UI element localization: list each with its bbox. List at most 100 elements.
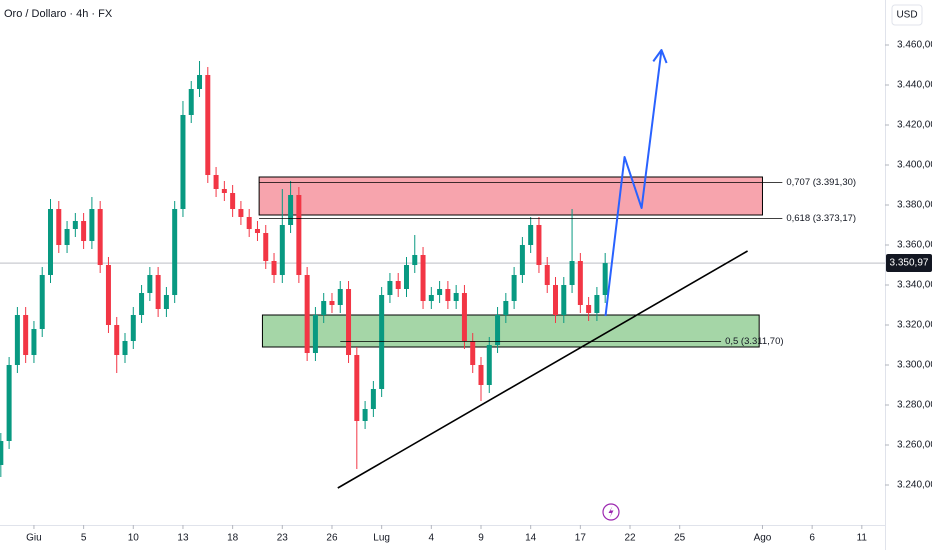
candle-body xyxy=(48,209,54,275)
candle-body xyxy=(205,75,211,175)
alert-icon[interactable] xyxy=(602,503,620,521)
candle-body xyxy=(536,225,542,265)
candle-body xyxy=(312,315,318,353)
candle-body xyxy=(122,341,128,355)
currency-box[interactable] xyxy=(891,4,923,26)
chart-title: Oro / Dollaro · 4h · FX xyxy=(4,8,113,20)
y-tick-label: 3.440,00 xyxy=(897,80,932,91)
y-tick-label: 3.320,00 xyxy=(897,320,932,331)
candle-body xyxy=(346,289,352,355)
candle-body xyxy=(354,355,360,421)
candle-body xyxy=(561,285,567,315)
candle-body xyxy=(147,275,153,293)
x-tick-label: Giu xyxy=(26,533,42,544)
candle-body xyxy=(6,365,12,441)
candle-body xyxy=(387,281,393,295)
alert-circle[interactable] xyxy=(602,503,620,521)
y-tick-label: 3.240,00 xyxy=(897,480,932,491)
x-tick-label: 14 xyxy=(525,533,537,544)
x-tick-label: Ago xyxy=(754,533,772,544)
x-tick-label: 18 xyxy=(227,533,239,544)
currency[interactable]: USD xyxy=(896,10,917,21)
level-label: 0,707 (3.391,30) xyxy=(786,177,856,188)
y-tick-label: 3.460,00 xyxy=(897,40,932,51)
candle-body xyxy=(461,293,467,341)
candle-body xyxy=(23,315,29,355)
last-price-box xyxy=(886,254,932,273)
x-tick-label: 23 xyxy=(277,533,289,544)
candle-body xyxy=(511,275,517,301)
candle-body xyxy=(362,409,368,421)
candle-body xyxy=(503,301,509,315)
candle-body xyxy=(238,209,244,217)
candle-body xyxy=(139,293,145,315)
alert-bolt[interactable] xyxy=(608,506,614,518)
candle-body xyxy=(246,217,252,229)
level-label: 0,618 (3.373,17) xyxy=(786,213,856,224)
candle-body xyxy=(470,341,476,365)
candle-body xyxy=(221,189,227,193)
candle-body xyxy=(586,305,592,313)
x-tick-label: 13 xyxy=(177,533,189,544)
candles xyxy=(0,61,608,477)
candle-body xyxy=(495,315,501,345)
candle-body xyxy=(56,209,62,245)
candle-body xyxy=(197,75,203,89)
candle-body xyxy=(519,245,525,275)
y-tick-label: 3.340,00 xyxy=(897,280,932,291)
x-tick-label: 26 xyxy=(326,533,338,544)
candle-body xyxy=(437,289,443,295)
candle-body xyxy=(64,229,70,245)
projection-path xyxy=(604,49,663,317)
x-tick-label: 5 xyxy=(81,533,87,544)
candle-body xyxy=(230,193,236,209)
candle-body xyxy=(544,265,550,285)
y-tick-label: 3.380,00 xyxy=(897,200,932,211)
y-tick-label: 3.280,00 xyxy=(897,400,932,411)
x-tick-label: 10 xyxy=(128,533,140,544)
candle-body xyxy=(577,261,583,305)
candle-body xyxy=(486,345,492,385)
x-tick-label: 25 xyxy=(674,533,686,544)
candle-body xyxy=(412,255,418,265)
y-tick-label: 3.420,00 xyxy=(897,120,932,131)
candle-body xyxy=(553,285,559,315)
candle-body xyxy=(602,263,608,295)
candle-body xyxy=(296,195,302,275)
candle-body xyxy=(89,209,95,241)
candle-body xyxy=(329,301,335,305)
candle-body xyxy=(453,293,459,301)
candle-body xyxy=(105,265,111,325)
candle-body xyxy=(445,289,451,301)
x-tick-label: 22 xyxy=(624,533,636,544)
candle-body xyxy=(288,195,294,225)
x-tick-label: Lug xyxy=(373,533,390,544)
y-tick-label: 3.360,00 xyxy=(897,240,932,251)
candle-body xyxy=(188,89,194,115)
candle-body xyxy=(163,295,169,309)
candle-body xyxy=(428,295,434,301)
candle-body xyxy=(155,275,161,309)
x-tick-label: 4 xyxy=(429,533,435,544)
candle-body xyxy=(304,275,310,353)
candle-body xyxy=(254,229,260,233)
candle-body xyxy=(403,265,409,289)
candle-body xyxy=(14,315,20,365)
candle-body xyxy=(180,115,186,209)
candle-body xyxy=(569,261,575,285)
candle-body xyxy=(420,255,426,301)
x-tick-label: 11 xyxy=(857,533,868,544)
candle-body xyxy=(72,221,78,229)
candle-body xyxy=(114,325,120,355)
candle-body xyxy=(130,315,136,341)
candle-body xyxy=(263,233,269,261)
trendline xyxy=(337,250,748,489)
candle-body xyxy=(279,225,285,275)
candle-body xyxy=(337,289,343,305)
candle-body xyxy=(97,209,103,265)
candle-body xyxy=(321,301,327,315)
candle-body xyxy=(478,365,484,385)
level-label: 0,5 (3.311,70) xyxy=(725,336,783,347)
